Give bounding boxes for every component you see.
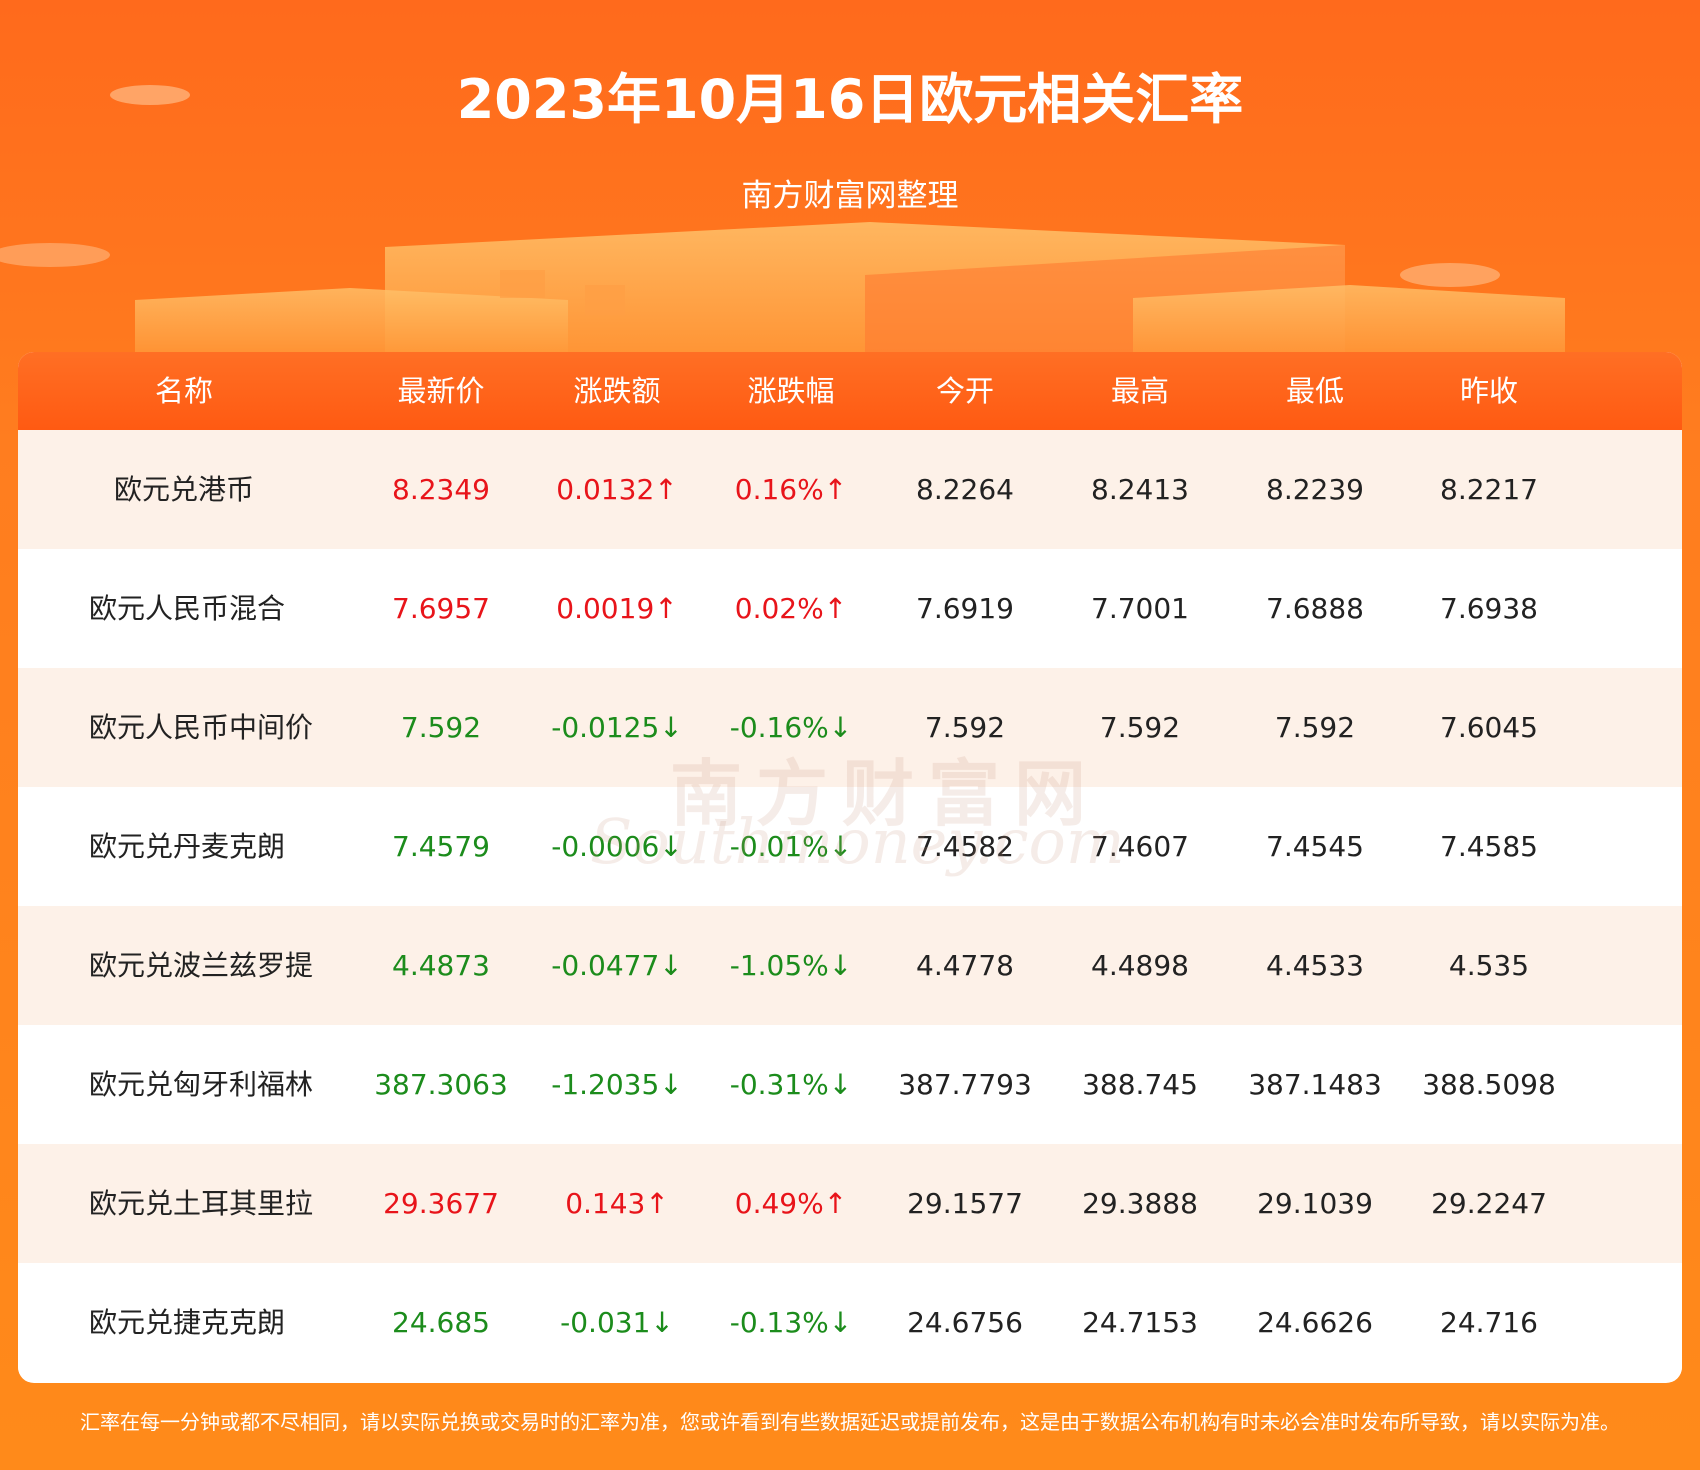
cell-value: 0.02%↑: [734, 592, 848, 625]
header-cell: 今开: [935, 374, 994, 408]
cell-value: 29.2247: [1431, 1187, 1547, 1220]
cell-value: -1.2035↓: [551, 1068, 683, 1101]
header-cell: 最高: [1110, 374, 1169, 408]
cell-value: 7.6045: [1440, 711, 1538, 744]
cell-value: 7.7001: [1091, 592, 1189, 625]
watermark: Southmoney.com: [590, 805, 1125, 878]
cell-value: 29.1039: [1257, 1187, 1373, 1220]
title: 2023年10月16日欧元相关汇率: [456, 68, 1244, 131]
cell-value: 4.4898: [1091, 949, 1189, 982]
cell-value: 0.143↑: [565, 1187, 669, 1220]
cell-value: 29.3888: [1082, 1187, 1198, 1220]
table-row: 欧元兑捷克克朗 24.685 -0.031↓ -0.13%↓ 24.6756 24.715…: [18, 1263, 1682, 1382]
cell-value: 29.1577: [907, 1187, 1023, 1220]
cell-value: -0.13%↓: [729, 1306, 853, 1339]
table-row: 欧元人民币混合 7.6957 0.0019↑ 0.02%↑ 7.6919 7.7001 7.…: [18, 549, 1682, 668]
cell-value: 7.6957: [392, 592, 490, 625]
cell-value: -0.031↓: [560, 1306, 674, 1339]
cell-value: 387.1483: [1248, 1068, 1382, 1101]
cell-value: 24.6626: [1257, 1306, 1373, 1339]
cell-value: 388.5098: [1422, 1068, 1556, 1101]
cell-value: 24.6756: [907, 1306, 1023, 1339]
cell-value: 7.4545: [1266, 830, 1364, 863]
header-cell: 涨跌额: [573, 374, 661, 408]
cell-value: 7.6938: [1440, 592, 1538, 625]
cell-value: 4.535: [1448, 949, 1530, 982]
cell-value: 7.592: [1274, 711, 1356, 744]
table-row: 欧元兑丹麦克朗 7.4579 -0.0006↓ -0.01%↓ 7.4582 7.4607…: [18, 787, 1682, 906]
cell-value: -0.0477↓: [551, 949, 683, 982]
cell-value: -0.01%↓: [729, 830, 853, 863]
cell-value: 0.49%↑: [734, 1187, 848, 1220]
header-cell: 最新价: [397, 374, 485, 408]
row-name: 欧元兑波兰兹罗提: [89, 949, 314, 982]
cell-value: 7.592: [400, 711, 482, 744]
header-cell: 名称: [154, 374, 213, 408]
table-row: 欧元兑土耳其里拉 29.3677 0.143↑ 0.49%↑ 29.1577 29.388…: [18, 1144, 1682, 1263]
cell-value: 7.4585: [1440, 830, 1538, 863]
row-name: 欧元兑匈牙利福林: [89, 1068, 314, 1101]
subtitle: 南方财富网整理: [741, 178, 959, 214]
cell-value: 387.7793: [898, 1068, 1032, 1101]
cell-value: 0.0132↑: [556, 473, 678, 506]
cell-value: 0.0019↑: [556, 592, 678, 625]
cell-value: 4.4778: [916, 949, 1014, 982]
table-row: 欧元兑波兰兹罗提 4.4873 -0.0477↓ -1.05%↓ 4.4778 4.489…: [18, 906, 1682, 1025]
cell-value: -0.0125↓: [551, 711, 683, 744]
cell-value: 24.685: [392, 1306, 490, 1339]
row-name: 欧元兑港币: [113, 473, 254, 506]
watermark: 南方财富网: [670, 752, 1101, 836]
table-row: 欧元人民币中间价 7.592 -0.0125↓ -0.16%↓ 7.592 7.592 7.…: [18, 668, 1682, 787]
header-cell: 最低: [1285, 374, 1344, 408]
cell-value: -0.16%↓: [729, 711, 853, 744]
cell-value: 4.4873: [392, 949, 490, 982]
cell-value: 388.745: [1082, 1068, 1198, 1101]
cell-value: -0.0006↓: [551, 830, 683, 863]
cell-value: 4.4533: [1266, 949, 1364, 982]
table: 名称 最新价 涨跌额 涨跌幅 今开 最高 最低 昨收欧元兑港币 8.2349 0.0132↑ 0.1…: [18, 352, 1682, 1383]
cell-value: 8.2217: [1440, 473, 1538, 506]
cell-value: -1.05%↓: [729, 949, 853, 982]
row-name: 欧元兑捷克克朗: [89, 1306, 286, 1339]
footnote: 汇率在每一分钟或都不尽相同，请以实际兑换或交易时的汇率为准，您或许看到有些数据延…: [80, 1410, 1620, 1434]
cell-value: 7.6919: [916, 592, 1014, 625]
cell-value: 7.4579: [392, 830, 490, 863]
header-cell: 涨跌幅: [747, 374, 835, 408]
table-row: 欧元兑匈牙利福林 387.3063 -1.2035↓ -0.31%↓ 387.7793 3…: [18, 1025, 1682, 1144]
row-name: 欧元人民币混合: [89, 592, 286, 625]
cell-value: 29.3677: [383, 1187, 499, 1220]
cell-value: 24.716: [1440, 1306, 1538, 1339]
cell-value: 8.2239: [1266, 473, 1364, 506]
header-cell: 昨收: [1459, 374, 1518, 408]
cell-value: -0.31%↓: [729, 1068, 853, 1101]
cell-value: 8.2413: [1091, 473, 1189, 506]
cell-value: 7.592: [924, 711, 1006, 744]
cell-value: 8.2264: [916, 473, 1014, 506]
cell-value: 7.592: [1099, 711, 1181, 744]
cell-value: 7.4582: [916, 830, 1014, 863]
header-row: 名称 最新价 涨跌额 涨跌幅 今开 最高 最低 昨收: [18, 352, 1682, 430]
table-row: 欧元兑港币 8.2349 0.0132↑ 0.16%↑ 8.2264 8.2413 8.22…: [18, 430, 1682, 549]
cell-value: 0.16%↑: [734, 473, 848, 506]
row-name: 欧元兑丹麦克朗: [89, 830, 286, 863]
cell-value: 8.2349: [392, 473, 490, 506]
row-name: 欧元人民币中间价: [89, 711, 314, 744]
cell-value: 24.7153: [1082, 1306, 1198, 1339]
cell-value: 7.4607: [1091, 830, 1189, 863]
header-decoration: [0, 85, 1565, 352]
row-name: 欧元兑土耳其里拉: [89, 1187, 314, 1220]
cell-value: 387.3063: [374, 1068, 508, 1101]
cell-value: 7.6888: [1266, 592, 1364, 625]
